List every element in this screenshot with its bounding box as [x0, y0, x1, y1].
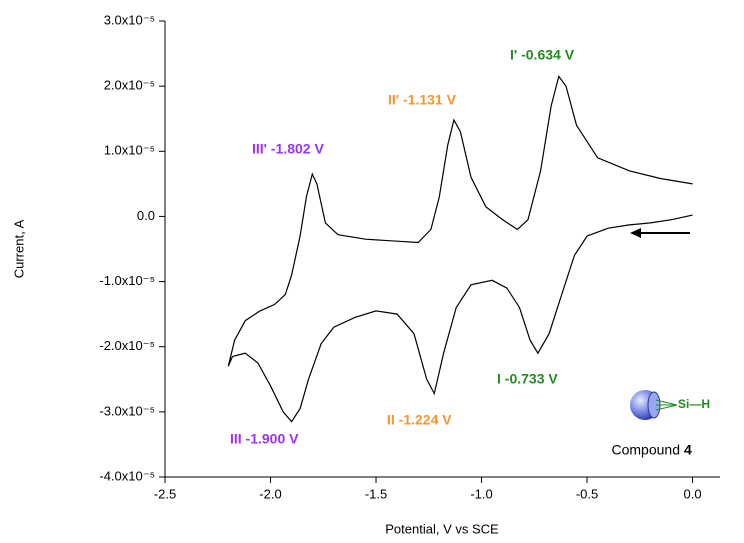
y-tick-label: 3.0x10⁻⁵: [104, 12, 155, 27]
compound-icon: [630, 390, 678, 420]
compound-number: 4: [684, 442, 692, 458]
y-tick-label: -2.0x10⁻⁵: [99, 338, 155, 353]
x-axis-label: Potential, V vs SCE: [385, 521, 499, 536]
cv-curve: [227, 75, 693, 423]
x-tick-label: -2.0: [259, 486, 281, 501]
peak-label: III -1.900 V: [230, 431, 299, 447]
x-tick-label: -0.5: [576, 486, 598, 501]
compound-label: Compound: [612, 442, 681, 458]
y-tick-label: -4.0x10⁻⁵: [99, 468, 155, 483]
x-tick-label: 0.0: [684, 486, 702, 501]
compound-group: Si—H: [678, 397, 710, 411]
y-tick-label: 2.0x10⁻⁵: [104, 78, 155, 93]
x-tick-label: -2.5: [154, 486, 176, 501]
y-axis-label: Current, A: [11, 219, 26, 278]
x-tick-label: -1.0: [470, 486, 492, 501]
x-tick-label: -1.5: [365, 486, 387, 501]
peak-label: II' -1.131 V: [388, 92, 457, 108]
peak-label: II -1.224 V: [387, 412, 452, 428]
peak-label: III' -1.802 V: [252, 141, 324, 157]
peak-label: I -0.733 V: [497, 371, 558, 387]
y-tick-label: 1.0x10⁻⁵: [104, 143, 155, 158]
y-tick-label: -1.0x10⁻⁵: [99, 273, 155, 288]
scan-arrow-head: [630, 228, 641, 238]
y-tick-label: -3.0x10⁻⁵: [99, 403, 155, 418]
y-tick-label: 0.0: [137, 208, 155, 223]
peak-label: I' -0.634 V: [510, 47, 575, 63]
